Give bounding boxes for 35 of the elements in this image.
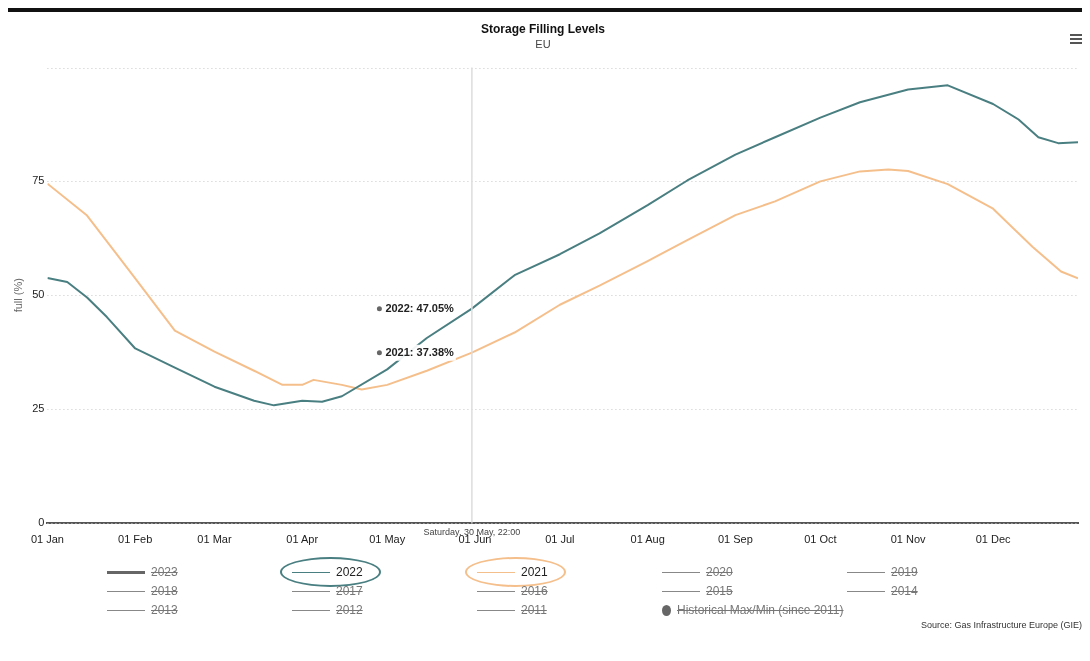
x-tick-label: 01 Feb xyxy=(118,533,153,546)
x-tick-label: 01 Sep xyxy=(717,533,753,546)
y-tick-label: 75 xyxy=(32,174,45,187)
x-tick-label: 01 May xyxy=(369,533,406,546)
legend-label: 2015 xyxy=(706,584,733,598)
legend-label: 2014 xyxy=(891,584,918,598)
legend-label: 2019 xyxy=(891,565,918,579)
legend-label: 2021 xyxy=(521,565,548,579)
x-tick-label: 01 Aug xyxy=(630,533,665,546)
y-tick-label: 25 xyxy=(32,402,45,415)
legend-label: 2016 xyxy=(521,584,548,598)
y-tick-label: 50 xyxy=(32,288,45,301)
chart-subtitle: EU xyxy=(535,38,551,51)
x-tick-label: 01 Apr xyxy=(286,533,319,546)
legend-label: 2011 xyxy=(521,603,547,617)
legend-label: 2012 xyxy=(336,603,363,617)
legend-label: 2017 xyxy=(336,584,363,598)
x-tick-label: 01 Dec xyxy=(975,533,1011,546)
legend-label: Historical Max/Min (since 2011) xyxy=(677,603,844,617)
legend-label: 2020 xyxy=(706,565,733,579)
legend-label: 2023 xyxy=(151,565,178,579)
chart-title: Storage Filling Levels xyxy=(480,21,606,36)
x-tick-label: 01 Mar xyxy=(197,533,232,546)
legend-label: 2013 xyxy=(151,603,178,617)
legend-label: 2018 xyxy=(151,584,178,598)
annotation: 2021: 37.38% xyxy=(385,345,455,358)
source-note: Source: Gas Infrastructure Europe (GIE) xyxy=(919,620,1082,630)
y-tick-label: 0 xyxy=(38,515,45,528)
x-tick-label: 01 Nov xyxy=(890,533,927,546)
y-axis-title: full (%) xyxy=(11,278,24,313)
x-tick-label: 01 Jan xyxy=(30,533,64,546)
annotation: 2022: 47.05% xyxy=(385,301,455,314)
x-tick-label: 01 Oct xyxy=(804,533,837,546)
x-tick-label: 01 Jul xyxy=(545,533,575,546)
legend-label: 2022 xyxy=(336,565,363,579)
